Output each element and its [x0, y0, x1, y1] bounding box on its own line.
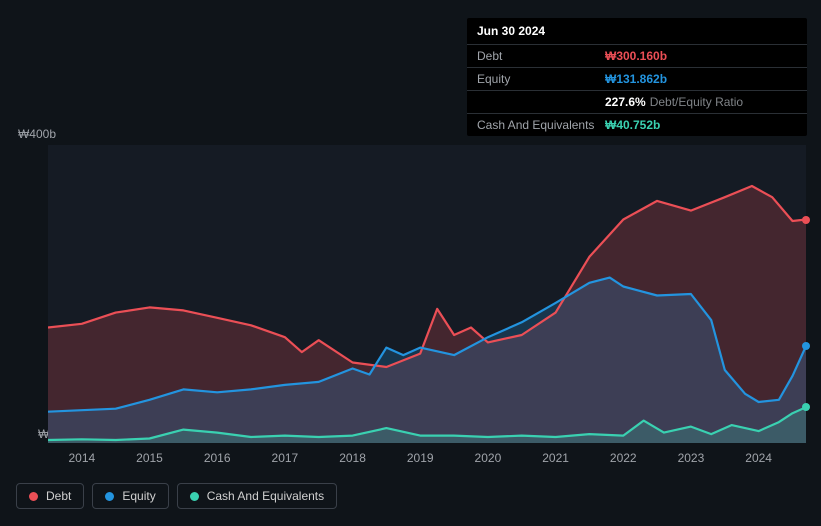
x-axis-tick: 2022	[610, 451, 637, 465]
x-axis-tick: 2023	[678, 451, 705, 465]
tooltip-row: 227.6%Debt/Equity Ratio	[467, 91, 807, 114]
chart-tooltip: Jun 30 2024 Debt₩300.160bEquity₩131.862b…	[467, 18, 807, 136]
tooltip-row: Equity₩131.862b	[467, 68, 807, 91]
chart-legend: Debt Equity Cash And Equivalents	[16, 483, 337, 509]
legend-item-debt[interactable]: Debt	[16, 483, 84, 509]
y-axis-max-label: ₩400b	[18, 127, 56, 141]
legend-item-cash-and-equivalents[interactable]: Cash And Equivalents	[177, 483, 337, 509]
x-axis-tick: 2014	[68, 451, 95, 465]
tooltip-row-value: ₩300.160b	[605, 49, 667, 63]
debt-end-marker	[802, 216, 810, 224]
x-axis-tick: 2024	[745, 451, 772, 465]
cash-end-marker	[802, 403, 810, 411]
legend-label: Debt	[46, 489, 71, 503]
tooltip-row-label: Equity	[477, 72, 605, 86]
legend-swatch	[190, 492, 199, 501]
equity-end-marker	[802, 342, 810, 350]
x-axis-tick: 2018	[339, 451, 366, 465]
chart-plot-area[interactable]	[48, 145, 806, 443]
debt-equity-chart: ₩400b ₩0 2014201520162017201820192020202…	[16, 120, 806, 470]
x-axis-tick: 2017	[272, 451, 299, 465]
tooltip-row-label	[477, 95, 605, 109]
legend-label: Equity	[122, 489, 155, 503]
x-axis-tick: 2016	[204, 451, 231, 465]
legend-item-equity[interactable]: Equity	[92, 483, 168, 509]
x-axis-tick: 2019	[407, 451, 434, 465]
tooltip-row-value: ₩131.862b	[605, 72, 667, 86]
tooltip-row-sub: Debt/Equity Ratio	[650, 95, 743, 109]
x-axis: 2014 2015 2016 2017 2018 2019 2020 2021 2022 2023…	[48, 445, 806, 463]
x-axis-tick: 2021	[542, 451, 569, 465]
tooltip-row-label: Debt	[477, 49, 605, 63]
tooltip-row: Debt₩300.160b	[467, 45, 807, 68]
chart-svg	[48, 145, 806, 443]
legend-label: Cash And Equivalents	[207, 489, 324, 503]
x-axis-tick: 2020	[475, 451, 502, 465]
legend-swatch	[105, 492, 114, 501]
tooltip-row-value: 227.6%Debt/Equity Ratio	[605, 95, 743, 109]
legend-swatch	[29, 492, 38, 501]
x-axis-tick: 2015	[136, 451, 163, 465]
tooltip-date: Jun 30 2024	[467, 18, 807, 45]
